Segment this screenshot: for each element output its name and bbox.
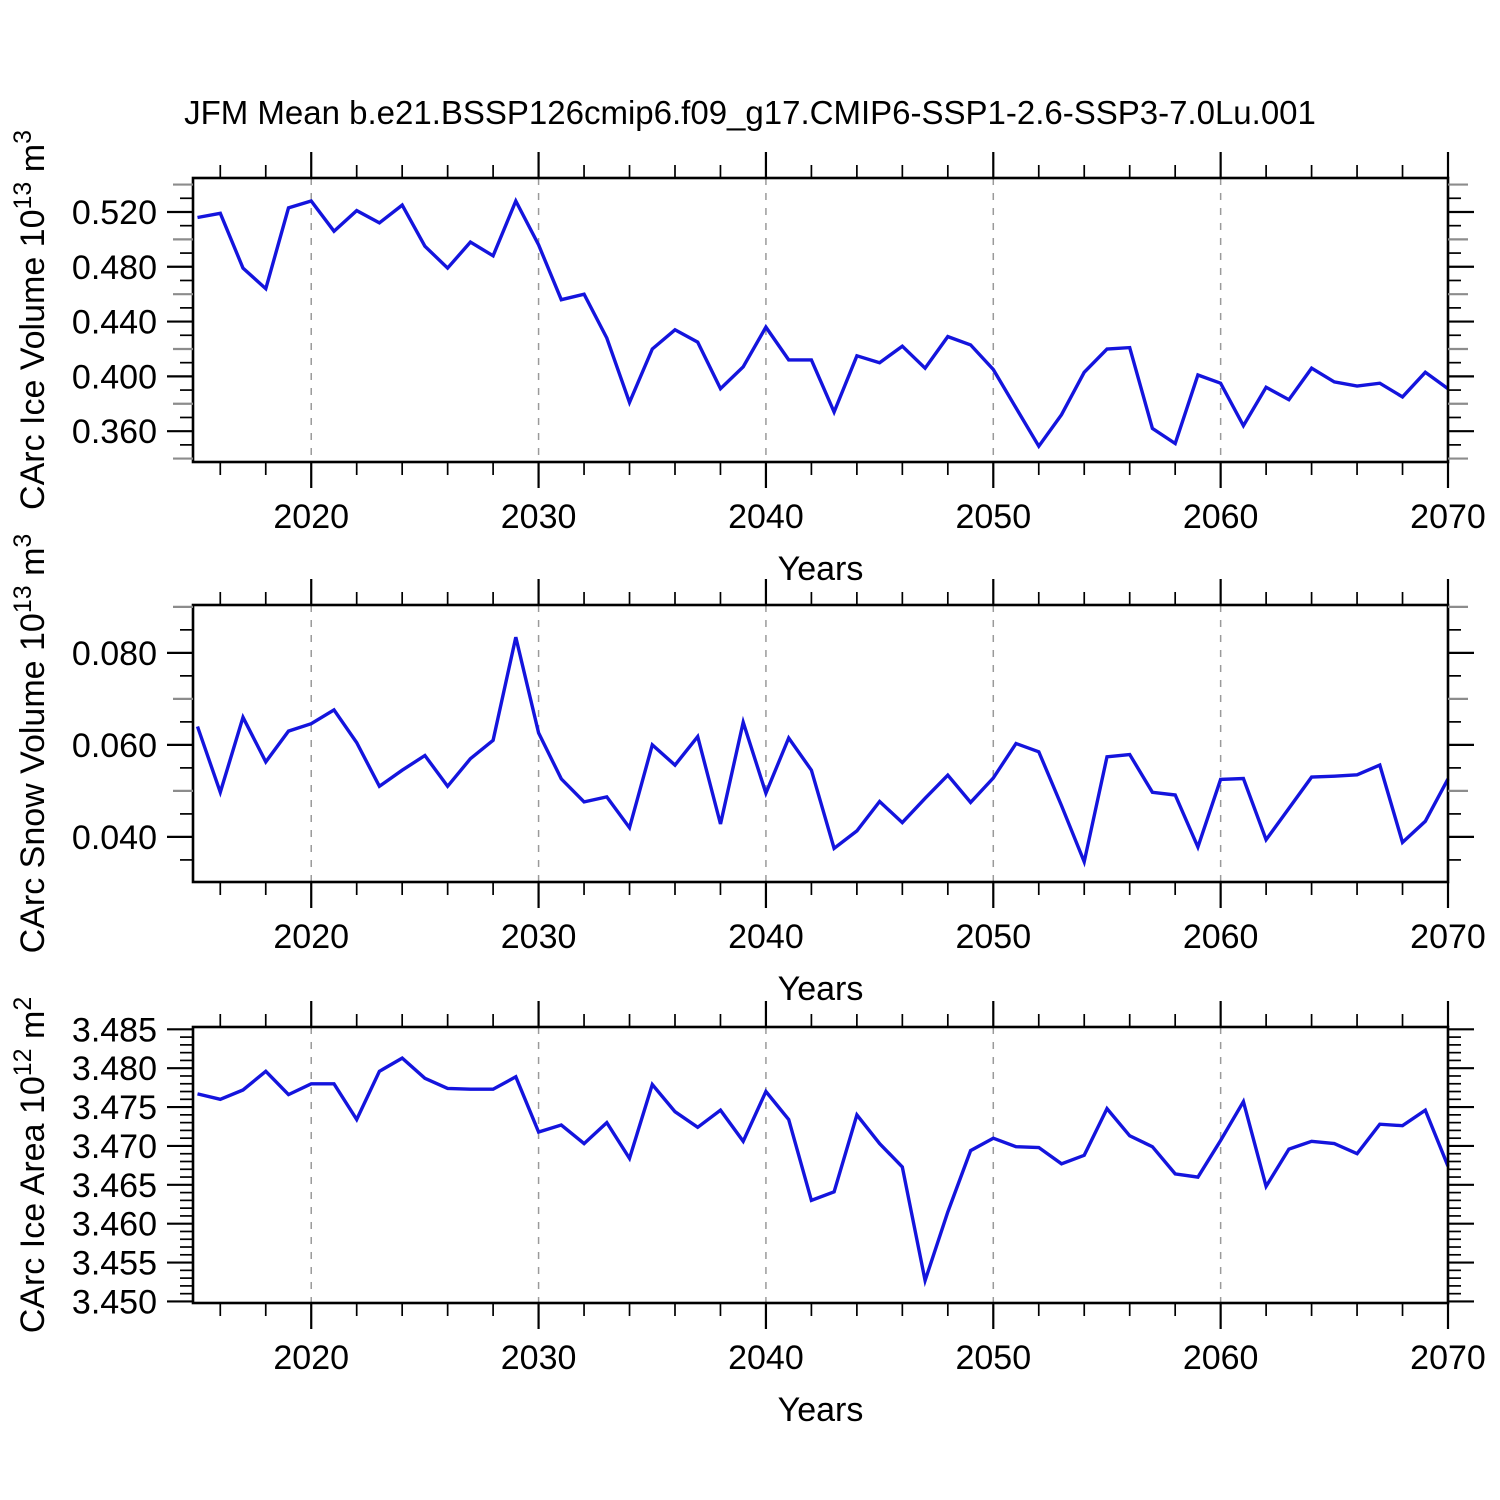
- x-tick-label: 2020: [273, 918, 349, 956]
- x-axis-title: Years: [778, 1391, 864, 1429]
- x-axis-title: Years: [778, 970, 864, 1008]
- panel-ice-volume: 0.360 0.400 0.440 0.480 0.520 2020 2030 2040 205…: [9, 130, 1486, 588]
- x-tick-label: 2050: [955, 1339, 1031, 1377]
- x-tick-label: 2070: [1410, 498, 1486, 536]
- x-tick-label: 2020: [273, 1339, 349, 1377]
- x-tick-label: 2030: [501, 918, 577, 956]
- y-axis-title: CArc Ice Volume 1013 m3: [9, 130, 52, 510]
- y-tick-label: 0.440: [72, 304, 157, 342]
- y-tick-label: 3.485: [72, 1011, 157, 1049]
- x-tick-label: 2040: [728, 1339, 804, 1377]
- plot-frame: [191, 603, 1450, 884]
- y-axis-title: CArc Snow Volume 1013 m3: [9, 534, 52, 954]
- x-tick-label: 2070: [1410, 1339, 1486, 1377]
- y-axis-title: CArc Ice Area 1012 m2: [9, 997, 52, 1334]
- x-tick-label: 2060: [1183, 918, 1259, 956]
- y-tick-label: 3.480: [72, 1050, 157, 1088]
- y-tick-label: 3.470: [72, 1128, 157, 1166]
- panel-snow-volume: 0.040 0.060 0.080 2020 2030 2040 2050 2060 2070 Y…: [9, 534, 1486, 1008]
- y-tick-label: 0.080: [72, 635, 157, 673]
- y-tick-label: 3.455: [72, 1245, 157, 1283]
- x-tick-label: 2030: [501, 498, 577, 536]
- x-tick-label: 2030: [501, 1339, 577, 1377]
- chart-title: JFM Mean b.e21.BSSP126cmip6.f09_g17.CMIP…: [184, 94, 1316, 131]
- y-tick-label: 0.400: [72, 358, 157, 396]
- x-tick-label: 2050: [955, 498, 1031, 536]
- y-tick-label: 3.475: [72, 1089, 157, 1127]
- x-tick-label: 2020: [273, 498, 349, 536]
- x-tick-label: 2050: [955, 918, 1031, 956]
- plot-frame: [191, 176, 1450, 464]
- y-tick-label: 0.520: [72, 194, 157, 232]
- x-tick-label: 2040: [728, 498, 804, 536]
- x-tick-label: 2060: [1183, 1339, 1259, 1377]
- data-line: [197, 196, 1449, 450]
- plot-frame: [191, 1025, 1450, 1305]
- x-tick-label: 2060: [1183, 498, 1259, 536]
- y-tick-label: 3.450: [72, 1283, 157, 1321]
- y-tick-label: 3.465: [72, 1167, 157, 1205]
- x-axis-title: Years: [778, 550, 864, 588]
- y-tick-label: 0.040: [72, 819, 157, 857]
- y-tick-label: 0.060: [72, 727, 157, 765]
- x-tick-label: 2040: [728, 918, 804, 956]
- x-tick-label: 2070: [1410, 918, 1486, 956]
- y-tick-label: 0.360: [72, 413, 157, 451]
- y-tick-label: 3.460: [72, 1206, 157, 1244]
- data-line: [195, 636, 1450, 868]
- panel-ice-area: 3.4503.4553.4603.4653.4703.4753.4803.485…: [9, 997, 1486, 1429]
- y-tick-label: 0.480: [72, 249, 157, 287]
- data-line: [197, 1056, 1450, 1288]
